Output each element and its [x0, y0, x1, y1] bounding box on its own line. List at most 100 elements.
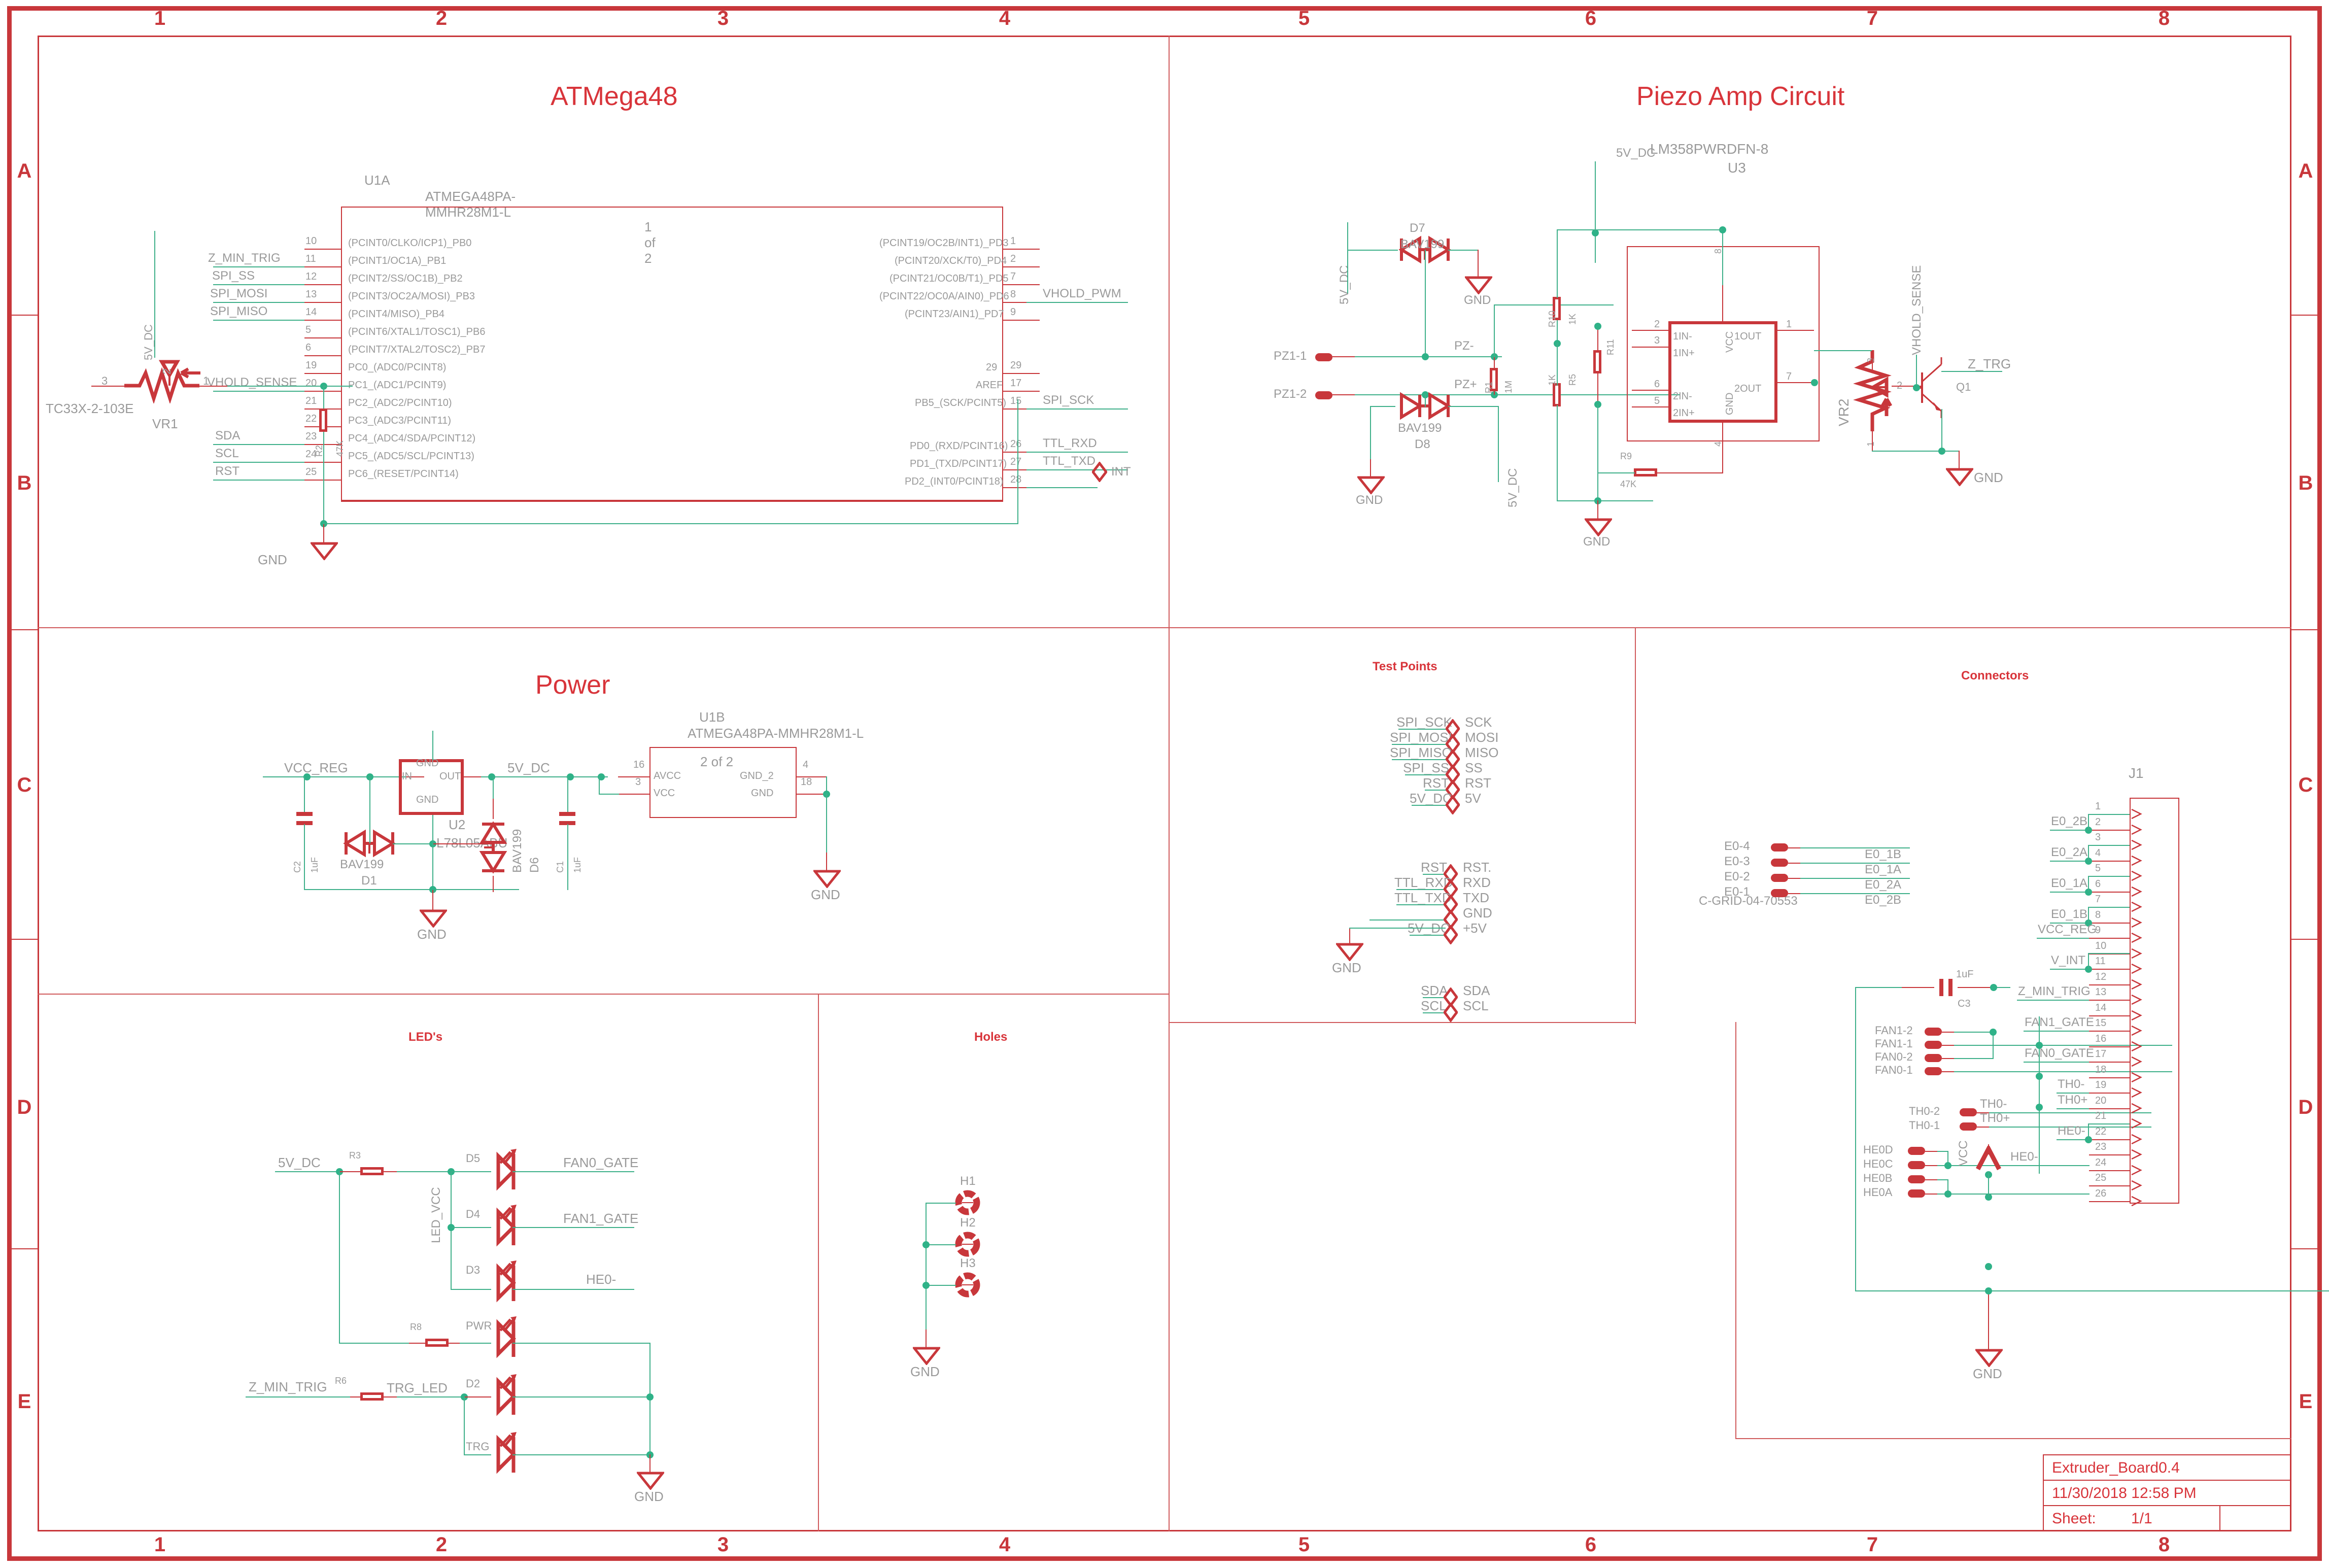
tp1-net: RST: [1423, 775, 1449, 791]
gnd-label: GND: [1973, 1366, 2002, 1381]
wire: [304, 391, 341, 392]
j1-pin-arrow-icon: [2131, 1196, 2142, 1207]
resistor-r5[interactable]: [1553, 383, 1561, 406]
wire: [460, 1343, 491, 1344]
junction: [1985, 1194, 1992, 1201]
c2-ref: C2: [292, 861, 302, 873]
j1-net-label: E0_2B: [2051, 814, 2088, 828]
th-net-label: TH0+: [1980, 1111, 2010, 1125]
resistor-r10[interactable]: [1553, 297, 1561, 320]
wire: [926, 1203, 927, 1333]
wire: [2088, 1123, 2130, 1124]
resistor-r3[interactable]: [360, 1167, 384, 1175]
d7-part: BAV199: [1400, 237, 1445, 251]
wire: [406, 776, 424, 777]
wire: [512, 1343, 650, 1344]
vr1-ref: VR1: [152, 416, 178, 431]
resistor-r9[interactable]: [1634, 468, 1657, 476]
resistor-r11[interactable]: [1593, 350, 1601, 373]
tp2-name: TXD: [1463, 890, 1489, 905]
wire: [1722, 229, 1723, 285]
wire: [213, 462, 304, 463]
tp3-diamond[interactable]: [1444, 1003, 1458, 1022]
tp2-diamond[interactable]: [1444, 925, 1458, 944]
piezo-rail-bottom-label: 5V_DC: [1506, 468, 1520, 507]
wire: [1814, 350, 1873, 351]
u1b-part: ATMEGA48PA-MMHR28M1-L: [688, 726, 864, 741]
block-divider: [1169, 36, 1170, 628]
resistor-r6[interactable]: [360, 1392, 384, 1401]
wire: [512, 1171, 634, 1172]
junction: [1985, 1263, 1992, 1270]
gnd-label: GND: [417, 927, 447, 942]
wire: [1026, 302, 1128, 303]
wire: [246, 1396, 353, 1397]
u1a-pinname: (PCINT4/MISO)_PB4: [348, 309, 445, 320]
grid-col-8-bottom: 8: [2158, 1533, 2170, 1556]
u1a-pinname-r: PD2_(INT0/PCINT18): [905, 476, 1004, 487]
wire: [2089, 1046, 2130, 1047]
wire: [432, 843, 493, 844]
net-led-vcc: LED_VCC: [429, 1187, 443, 1243]
u1a-pinnum-r: 26: [1010, 438, 1022, 450]
c2-value: 1uF: [310, 857, 320, 873]
wire: [2057, 1093, 2089, 1094]
tp1-diamond[interactable]: [1446, 795, 1460, 814]
j1-pin-arrow-icon: [2131, 1103, 2142, 1114]
wire: [339, 1171, 361, 1172]
wire: [2088, 845, 2130, 846]
wire: [432, 731, 433, 760]
wire: [1498, 406, 1499, 482]
fan-pin-label: FAN1-1: [1875, 1037, 1913, 1050]
net-z-trg: Z_TRG: [1968, 356, 2011, 371]
wire: [341, 501, 1003, 502]
junction: [1719, 226, 1726, 233]
wire: [464, 1396, 491, 1397]
j1-pinnum: 23: [2095, 1141, 2107, 1152]
d7-ref: D7: [1410, 221, 1425, 235]
testpoint-int[interactable]: [1092, 462, 1107, 482]
j1-net-label: Z_MIN_TRIG: [2018, 984, 2091, 998]
title-block: Extruder_Board0.4 11/30/2018 12:58 PM Sh…: [2043, 1454, 2291, 1531]
resistor-r2[interactable]: [319, 408, 327, 432]
grid-col-3-bottom: 3: [717, 1533, 729, 1556]
d2-ref: D2: [466, 1377, 481, 1390]
he-pin-label: HE0B: [1863, 1172, 1893, 1184]
j1-body[interactable]: [2130, 798, 2179, 1204]
int-label: INT: [1111, 465, 1131, 479]
gnd-label: GND: [634, 1489, 664, 1504]
grid-tick: [7, 315, 38, 316]
wire: [1347, 250, 1398, 251]
u1a-pinnum: 12: [305, 271, 317, 282]
e0-net-label: E0_1A: [1865, 863, 1902, 876]
wire: [1026, 469, 1128, 470]
u1a-pinnum: 23: [305, 431, 317, 442]
wire: [1003, 266, 1040, 267]
u3-outline: [1627, 246, 1820, 441]
junction: [1491, 391, 1498, 398]
resistor-r8[interactable]: [425, 1339, 449, 1347]
wire: [493, 876, 494, 892]
j1-pinnum: 10: [2095, 940, 2107, 951]
resistor-r1[interactable]: [1490, 368, 1498, 391]
grid-col-6-bottom: 6: [1585, 1533, 1597, 1556]
vr1-part: TC33X-2-103E: [46, 401, 134, 416]
u1a-pinname-r: (PCINT22/OC0A/AIN0)_PD6: [879, 291, 1009, 302]
j1-pin-arrow-icon: [2131, 932, 2142, 943]
wire: [304, 462, 341, 463]
block-divider: [1169, 627, 1170, 1531]
r2-ref: R2: [314, 445, 324, 457]
wire: [397, 1171, 453, 1172]
u1a-net-rst: RST: [215, 464, 239, 478]
wire: [2089, 1154, 2130, 1155]
wire: [1993, 1032, 1994, 1059]
j1-ref: J1: [2129, 765, 2144, 781]
u3-pin-1out: 1OUT: [1734, 331, 1762, 342]
wire: [493, 797, 494, 819]
wire: [2089, 938, 2130, 939]
wire: [213, 444, 304, 445]
u1a-pinname: PC4_(ADC4/SDA/PCINT12): [348, 433, 476, 444]
j1-pin-arrow-icon: [2131, 855, 2142, 866]
wire: [213, 320, 304, 321]
wire: [1425, 790, 1448, 791]
